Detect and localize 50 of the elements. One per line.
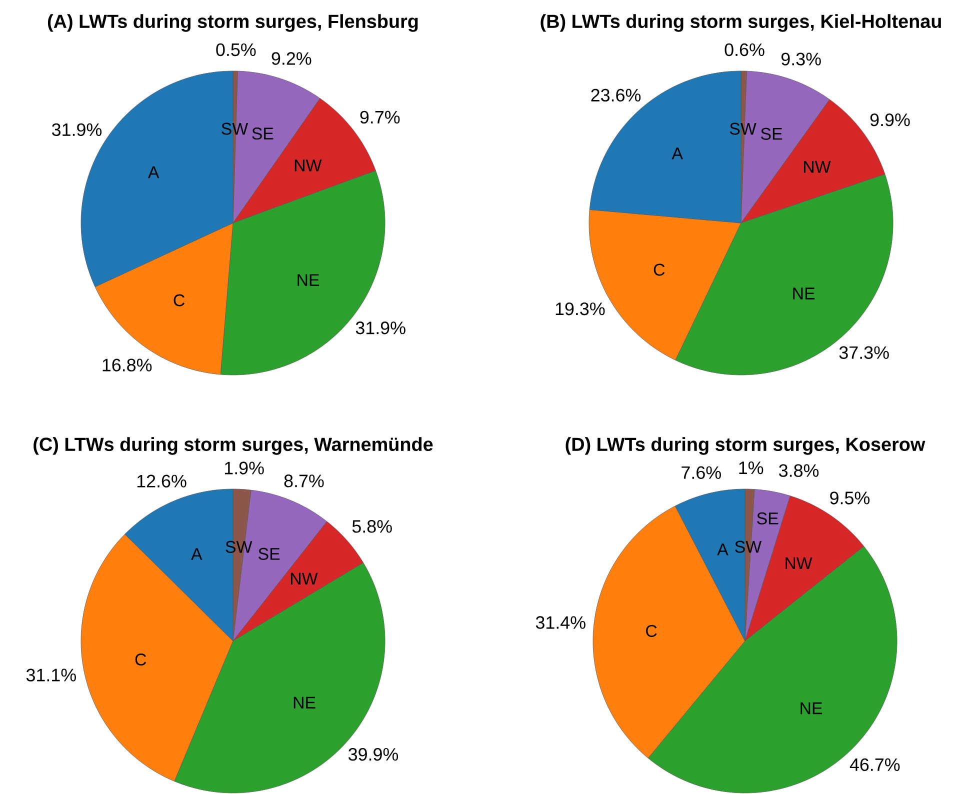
slice-label: NE — [793, 288, 815, 300]
data-label: 9.7% — [360, 110, 400, 124]
data-label: 31.9% — [356, 322, 406, 334]
slice-label: A — [717, 544, 728, 556]
data-label: 39.9% — [348, 748, 398, 761]
slice-label: A — [148, 166, 160, 178]
data-label: 9.3% — [781, 52, 821, 66]
data-label: 31.4% — [536, 616, 586, 629]
chart-title: (C) LTWs during storm surges, Warnemünde — [34, 437, 433, 455]
chart-title: (A) LWTs during storm surges, Flensburg — [48, 14, 418, 32]
data-label: 46.7% — [850, 758, 900, 772]
data-label: 37.3% — [839, 346, 889, 359]
data-label: 31.9% — [52, 123, 102, 136]
data-label: 1.9% — [224, 462, 264, 474]
data-label: 7.6% — [682, 466, 721, 479]
data-label: 23.6% — [591, 88, 641, 102]
data-label: 0.5% — [216, 43, 256, 56]
slice-label: NE — [298, 274, 320, 286]
slice-label: NW — [294, 160, 322, 172]
data-label: 12.6% — [137, 474, 186, 488]
slice-label: NE — [800, 702, 822, 714]
chart-title: (B) LWTs during storm surges, Kiel-Holtenau — [540, 14, 941, 32]
slice-label: SW — [226, 540, 252, 553]
slice-label: SE — [258, 548, 280, 560]
slice-label: NE — [294, 696, 316, 708]
data-label: 9.2% — [272, 52, 312, 65]
slice-label: NW — [804, 161, 831, 173]
data-label: 3.8% — [779, 464, 819, 477]
slice-label: NW — [786, 557, 812, 570]
slice-label: C — [135, 654, 146, 666]
data-label: 16.8% — [102, 358, 152, 372]
data-label: 0.6% — [724, 43, 764, 56]
slice-label: C — [646, 624, 657, 637]
chart-title: (D) LWTs during storm surges, Koserow — [566, 437, 926, 455]
data-label: 1% — [739, 462, 764, 474]
slice-label: SE — [252, 128, 274, 140]
data-label: 19.3% — [556, 302, 605, 316]
data-label: 5.8% — [352, 520, 392, 533]
data-label: 9.9% — [870, 113, 910, 126]
data-label: 9.5% — [830, 492, 870, 504]
slice-label: SW — [735, 540, 762, 553]
slice-label: SE — [761, 128, 782, 140]
data-label: 31.1% — [26, 668, 76, 682]
slice-label: NW — [290, 572, 318, 585]
slice-label: C — [174, 294, 185, 306]
slice-label: SE — [757, 512, 778, 524]
slice-label: C — [654, 264, 665, 276]
slice-label: A — [191, 548, 202, 560]
data-label: 8.7% — [284, 474, 324, 488]
slice-label: A — [672, 148, 683, 160]
